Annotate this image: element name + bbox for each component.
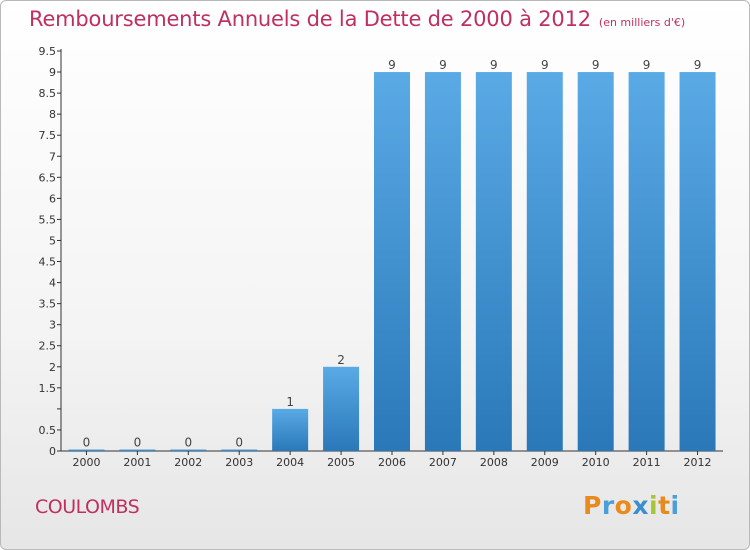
- chart-title: Remboursements Annuels de la Dette de 20…: [29, 7, 685, 31]
- y-tick-label: 6.5: [39, 171, 57, 184]
- x-tick-label: 2008: [480, 456, 508, 469]
- y-tick-label: 3.5: [39, 298, 57, 311]
- data-label: 9: [439, 58, 447, 72]
- y-tick-label: 2: [49, 361, 56, 374]
- proxiti-logo: Proxiti: [583, 491, 680, 520]
- y-tick-label: 9.5: [39, 45, 57, 58]
- y-tick-label: 7.5: [39, 129, 57, 142]
- x-tick-label: 2005: [327, 456, 355, 469]
- y-tick-label: 7: [49, 150, 56, 163]
- chart-title-text: Remboursements Annuels de la Dette de 20…: [29, 7, 591, 31]
- y-tick-label: 8: [49, 108, 56, 121]
- y-tick-label: 4: [49, 277, 56, 290]
- y-axis: 0 0.5 1.5 2 2.5 3 3.5 4 4.5 5 5.5 6 6.5 7 7.5 8 8.5 9 9.5: [39, 45, 62, 458]
- y-tick-label: 2.5: [39, 340, 57, 353]
- x-axis: 2000 2001 2002 2003 2004 2005 2006 2007 2008 2009…: [61, 450, 723, 469]
- data-label: 0: [134, 436, 142, 450]
- data-label: 9: [490, 58, 498, 72]
- bar: [577, 72, 614, 451]
- y-tick-label: 8.5: [39, 87, 57, 100]
- y-tick-label: 0.5: [39, 424, 57, 437]
- y-tick-label: 3: [49, 319, 56, 332]
- x-tick-label: 2012: [684, 456, 712, 469]
- logo-letter: i: [649, 491, 659, 520]
- x-tick-label: 2004: [276, 456, 304, 469]
- x-tick-label: 2001: [123, 456, 151, 469]
- data-label: 9: [541, 58, 549, 72]
- y-tick-label: 0: [49, 445, 56, 458]
- bar: [628, 72, 665, 451]
- x-tick-label: 2003: [225, 456, 253, 469]
- y-tick-label: 1.5: [39, 382, 57, 395]
- bar: [679, 72, 716, 451]
- bar: [170, 449, 207, 451]
- x-tick-label: 2007: [429, 456, 457, 469]
- data-label: 9: [388, 58, 396, 72]
- commune-name: COULOMBS: [35, 496, 140, 518]
- bars: [68, 72, 716, 451]
- data-label: 0: [83, 436, 91, 450]
- bar: [424, 72, 461, 451]
- logo-letter: t: [658, 491, 671, 520]
- x-tick-label: 2010: [582, 456, 610, 469]
- x-tick-label: 2006: [378, 456, 406, 469]
- y-tick-label: 4.5: [39, 256, 57, 269]
- bar: [475, 72, 512, 451]
- x-tick-label: 2000: [72, 456, 100, 469]
- logo-letter: i: [670, 491, 680, 520]
- data-label: 1: [286, 395, 294, 409]
- y-tick-label: 9: [49, 66, 56, 79]
- y-tick-label: 5.5: [39, 213, 57, 226]
- bar: [374, 72, 410, 451]
- data-labels: 0 0 0 0 1 2 9 9 9 9 9 9 9: [83, 58, 702, 449]
- bar: [119, 449, 156, 451]
- y-tick-label: 6: [49, 192, 56, 205]
- bar: [323, 366, 360, 451]
- logo-letter: r: [601, 491, 615, 520]
- data-label: 9: [643, 58, 651, 72]
- x-tick-label: 2009: [531, 456, 559, 469]
- x-tick-label: 2011: [633, 456, 661, 469]
- chart-unit: (en milliers d'€): [598, 16, 686, 29]
- data-label: 0: [235, 436, 243, 450]
- data-label: 2: [337, 353, 345, 367]
- bar: [272, 408, 309, 451]
- data-label: 9: [592, 58, 600, 72]
- bar: [526, 72, 563, 451]
- bar: [68, 449, 105, 451]
- y-tick-label: 5: [49, 234, 56, 247]
- logo-letter: o: [614, 491, 633, 520]
- logo-letter: x: [632, 491, 649, 520]
- logo-letter: P: [583, 491, 602, 520]
- data-label: 0: [184, 436, 192, 450]
- bar: [221, 449, 258, 451]
- data-label: 9: [694, 58, 702, 72]
- x-tick-label: 2002: [174, 456, 202, 469]
